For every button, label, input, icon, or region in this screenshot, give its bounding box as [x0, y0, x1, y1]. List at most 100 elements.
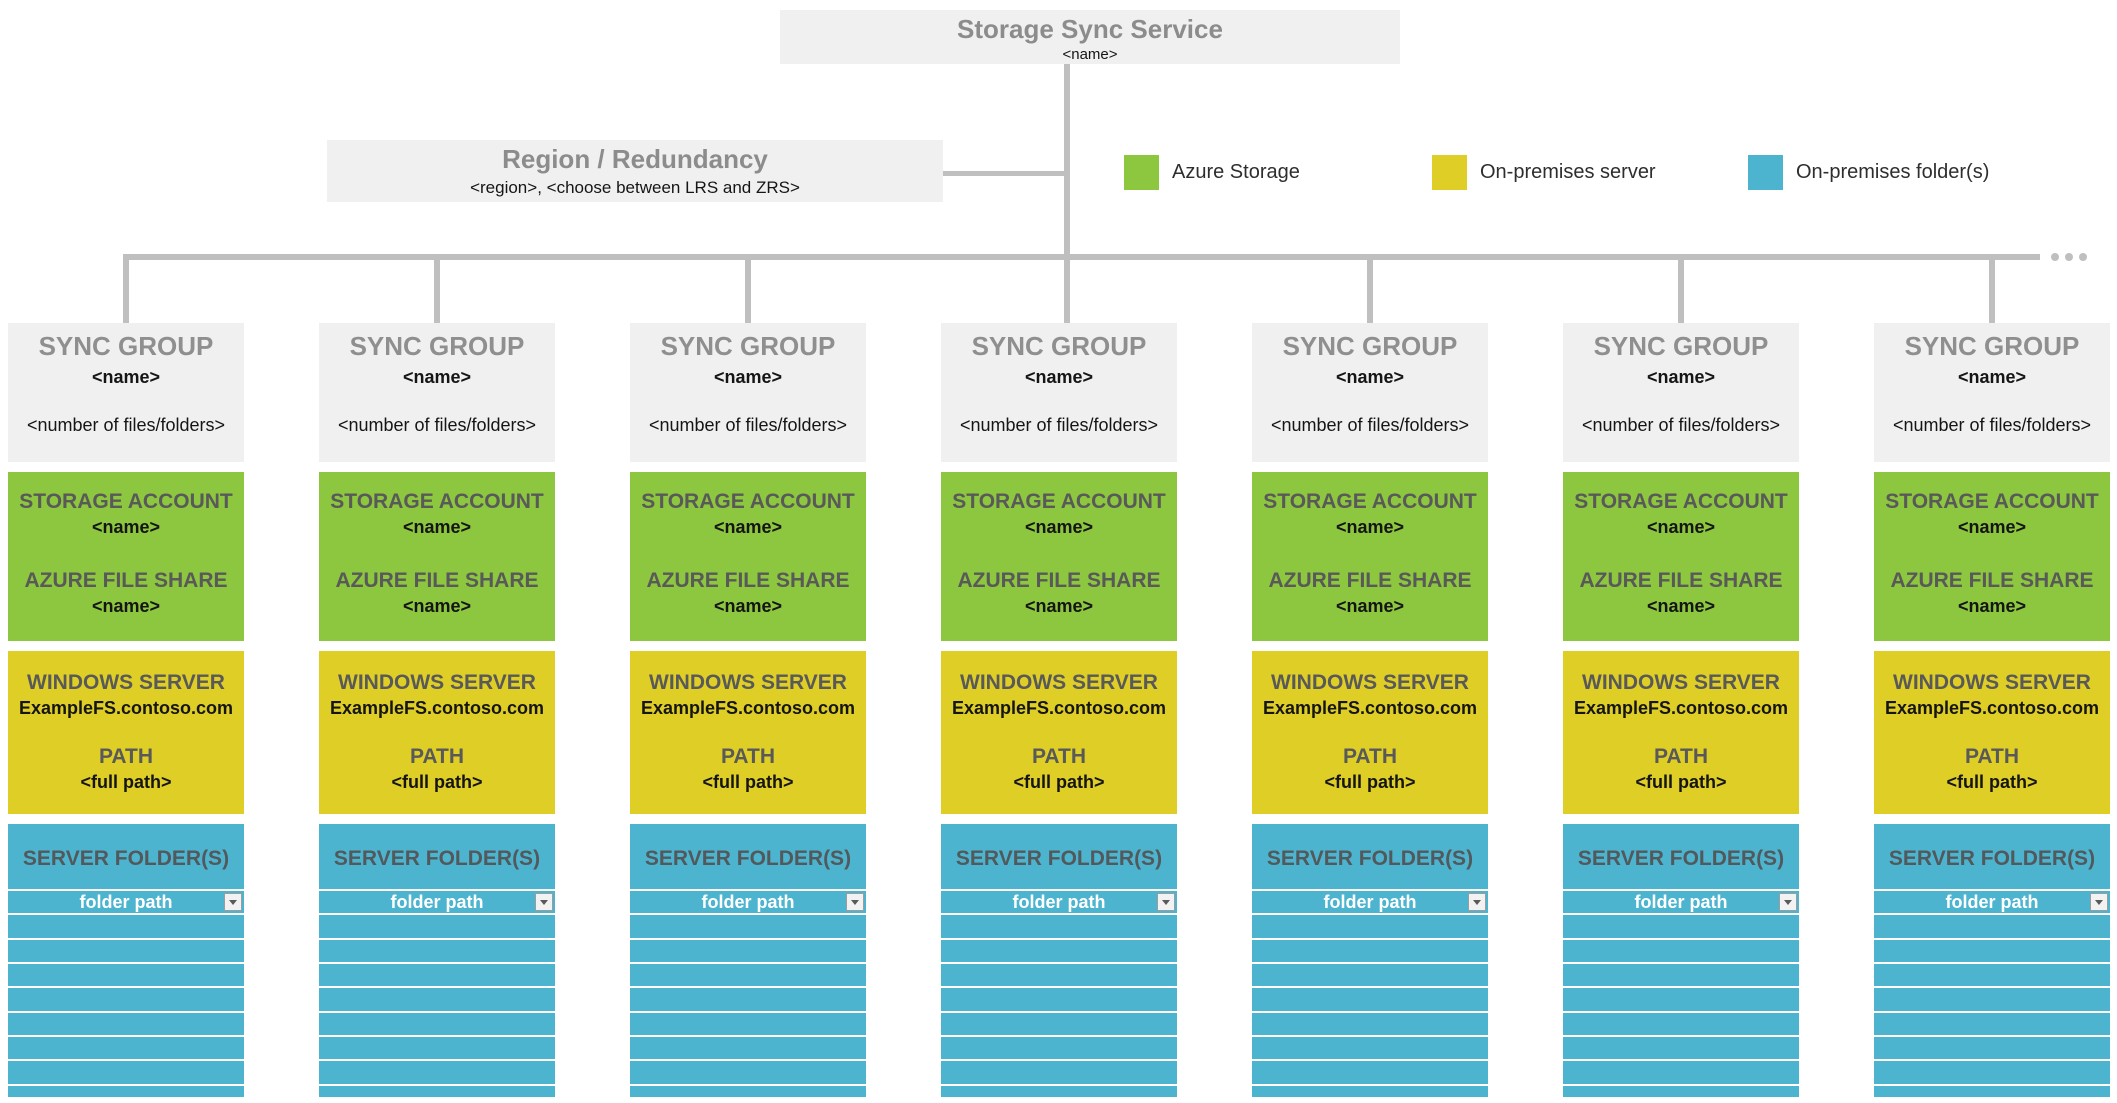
- folder-row-empty: [319, 961, 555, 986]
- windows-server-box: WINDOWS SERVER ExampleFS.contoso.com PAT…: [1874, 651, 2110, 814]
- sync-group-title: SYNC GROUP: [1282, 331, 1458, 361]
- sync-group-title: SYNC GROUP: [1904, 331, 2080, 361]
- folder-path-row: folder path: [1252, 889, 1488, 913]
- folder-row-empty: [941, 1034, 1177, 1059]
- folder-path-row: folder path: [941, 889, 1177, 913]
- legend-label: On-premises folder(s): [1796, 160, 1990, 183]
- windows-server-label: WINDOWS SERVER: [649, 671, 847, 694]
- windows-server-box: WINDOWS SERVER ExampleFS.contoso.com PAT…: [941, 651, 1177, 814]
- chevron-down-icon: [540, 899, 548, 905]
- path-value: <full path>: [1013, 772, 1105, 793]
- storage-account-label: STORAGE ACCOUNT: [952, 490, 1166, 513]
- azure-file-share-name: <name>: [1957, 596, 2027, 617]
- azure-file-share-name: <name>: [402, 596, 472, 617]
- azure-file-share-label: AZURE FILE SHARE: [646, 569, 850, 593]
- folder-rows: folder path: [1252, 889, 1488, 1097]
- legend-item-azure-storage: Azure Storage: [1124, 150, 1300, 194]
- server-folders-label: SERVER FOLDER(S): [22, 847, 230, 870]
- folder-rows: folder path: [630, 889, 866, 1097]
- path-value: <full path>: [1324, 772, 1416, 793]
- legend-swatch-on-premises-folders: [1748, 154, 1783, 190]
- folder-path-dropdown-button[interactable]: [846, 893, 864, 911]
- server-folders-label: SERVER FOLDER(S): [644, 847, 852, 870]
- legend-label: On-premises server: [1480, 160, 1656, 183]
- folder-row-empty: [1874, 937, 2110, 962]
- connector-trunk: [123, 254, 2040, 260]
- folder-row-empty: [319, 986, 555, 1010]
- storage-sync-service-box: Storage Sync Service <name>: [780, 10, 1400, 64]
- path-label: PATH: [1342, 745, 1398, 769]
- sync-group-box: SYNC GROUP <name> <number of files/folde…: [8, 323, 244, 462]
- connector-root-to-group4: [1064, 64, 1070, 323]
- folder-row-empty: [319, 1083, 555, 1097]
- folder-row-empty: [1874, 1034, 2110, 1059]
- storage-account-label: STORAGE ACCOUNT: [330, 490, 544, 513]
- folder-path-dropdown-button[interactable]: [2090, 893, 2108, 911]
- server-folders-box: SERVER FOLDER(S) folder path: [8, 824, 244, 1097]
- azure-file-share-name: <name>: [1024, 596, 1094, 617]
- folder-row-empty: [630, 1059, 866, 1083]
- folder-row-empty: [941, 1010, 1177, 1035]
- sync-group-box: SYNC GROUP <name> <number of files/folde…: [319, 323, 555, 462]
- azure-file-share-label: AZURE FILE SHARE: [957, 569, 1161, 593]
- chevron-down-icon: [2095, 899, 2103, 905]
- folder-row-empty: [319, 1059, 555, 1083]
- storage-account-box: STORAGE ACCOUNT <name> AZURE FILE SHARE …: [941, 472, 1177, 641]
- folder-rows: folder path: [8, 889, 244, 1097]
- folder-row-empty: [319, 1010, 555, 1035]
- storage-account-name: <name>: [1646, 517, 1716, 538]
- server-folders-box: SERVER FOLDER(S) folder path: [630, 824, 866, 1097]
- path-label: PATH: [1964, 745, 2020, 769]
- folder-row-empty: [941, 961, 1177, 986]
- sync-group-count: <number of files/folders>: [26, 415, 226, 435]
- folder-path-value: folder path: [1012, 892, 1106, 912]
- folder-path-dropdown-button[interactable]: [1157, 893, 1175, 911]
- folder-path-dropdown-button[interactable]: [535, 893, 553, 911]
- folder-row-empty: [1563, 986, 1799, 1010]
- path-label: PATH: [98, 745, 154, 769]
- folder-row-empty: [1563, 913, 1799, 937]
- windows-server-label: WINDOWS SERVER: [338, 671, 536, 694]
- sync-group-title: SYNC GROUP: [971, 331, 1147, 361]
- sync-group-name: <name>: [91, 367, 161, 387]
- folder-path-dropdown-button[interactable]: [224, 893, 242, 911]
- sync-group-column: SYNC GROUP <name> <number of files/folde…: [1563, 0, 1799, 1103]
- folder-row-empty: [8, 913, 244, 937]
- windows-server-label: WINDOWS SERVER: [960, 671, 1158, 694]
- folder-row-empty: [1563, 1010, 1799, 1035]
- folder-row-empty: [8, 1059, 244, 1083]
- azure-file-share-label: AZURE FILE SHARE: [335, 569, 539, 593]
- folder-row-empty: [941, 986, 1177, 1010]
- sync-group-title: SYNC GROUP: [38, 331, 214, 361]
- folder-path-value: folder path: [390, 892, 484, 912]
- folder-path-value: folder path: [79, 892, 173, 912]
- path-value: <full path>: [1946, 772, 2038, 793]
- folder-row-empty: [1874, 913, 2110, 937]
- sync-group-count: <number of files/folders>: [1270, 415, 1470, 435]
- folder-path-value: folder path: [701, 892, 795, 912]
- azure-file-share-label: AZURE FILE SHARE: [1579, 569, 1783, 593]
- connector-stub-group2: [434, 258, 440, 323]
- folder-path-dropdown-button[interactable]: [1779, 893, 1797, 911]
- storage-account-name: <name>: [1024, 517, 1094, 538]
- sync-group-name: <name>: [1024, 367, 1094, 387]
- more-sync-groups-icon: [2051, 253, 2087, 261]
- folder-path-value: folder path: [1323, 892, 1417, 912]
- sync-group-column: SYNC GROUP <name> <number of files/folde…: [319, 0, 555, 1103]
- azure-file-share-label: AZURE FILE SHARE: [1268, 569, 1472, 593]
- connector-region-to-root: [943, 171, 1064, 176]
- chevron-down-icon: [1162, 899, 1170, 905]
- server-folders-box: SERVER FOLDER(S) folder path: [1563, 824, 1799, 1097]
- sync-group-box: SYNC GROUP <name> <number of files/folde…: [1563, 323, 1799, 462]
- folder-row-empty: [319, 1034, 555, 1059]
- folder-path-dropdown-button[interactable]: [1468, 893, 1486, 911]
- folder-path-row: folder path: [1563, 889, 1799, 913]
- folder-row-empty: [1874, 1010, 2110, 1035]
- path-label: PATH: [720, 745, 776, 769]
- sync-group-box: SYNC GROUP <name> <number of files/folde…: [941, 323, 1177, 462]
- sync-group-box: SYNC GROUP <name> <number of files/folde…: [1252, 323, 1488, 462]
- folder-row-empty: [319, 937, 555, 962]
- path-label: PATH: [409, 745, 465, 769]
- connector-stub-group1: [123, 258, 129, 323]
